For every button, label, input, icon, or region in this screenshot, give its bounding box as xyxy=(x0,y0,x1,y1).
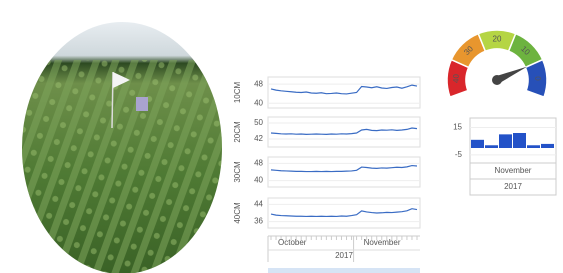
dashboard: 40 48 10CM 42 50 20CM 40 48 30CM 36 44 40CM October N… xyxy=(0,0,563,273)
panel-label: 30CM xyxy=(233,161,242,183)
gauge-tick-label: 40 xyxy=(451,73,460,83)
panel-frame xyxy=(268,198,420,228)
y-tick-label: 42 xyxy=(254,134,263,143)
y-tick-label: 50 xyxy=(254,118,263,127)
bar xyxy=(541,144,554,148)
y-tick-label: 36 xyxy=(254,217,263,226)
x-sublabel: 2017 xyxy=(504,182,522,191)
y-tick-label: 48 xyxy=(254,79,263,88)
y-tick-label: 48 xyxy=(254,159,263,168)
panel-frame xyxy=(268,117,420,147)
y-tick-label: 15 xyxy=(453,123,462,132)
y-tick-label: 40 xyxy=(254,98,263,107)
y-tick-label: 44 xyxy=(254,200,263,209)
x-tick-label: November xyxy=(364,238,401,247)
panel-label: 20CM xyxy=(233,121,242,143)
panel-frame xyxy=(268,157,420,187)
y-tick-label: 40 xyxy=(254,176,263,185)
bar xyxy=(499,134,512,148)
x-label: November xyxy=(495,166,532,175)
needle-hub xyxy=(492,75,502,85)
page: 40 48 10CM 42 50 20CM 40 48 30CM 36 44 40CM October N… xyxy=(0,0,563,273)
gauge-tick-label: 20 xyxy=(493,35,502,44)
scrollbar[interactable] xyxy=(268,268,420,273)
y-tick-label: -5 xyxy=(455,150,463,159)
x-tick-label: October xyxy=(278,238,307,247)
x-sublabel: 2017 xyxy=(335,251,353,260)
bar xyxy=(513,133,526,148)
panel-label: 40CM xyxy=(233,202,242,224)
bar xyxy=(485,145,498,148)
bar xyxy=(471,140,484,148)
bar xyxy=(527,145,540,148)
field-photo xyxy=(20,20,224,273)
panel-label: 10CM xyxy=(233,81,242,103)
